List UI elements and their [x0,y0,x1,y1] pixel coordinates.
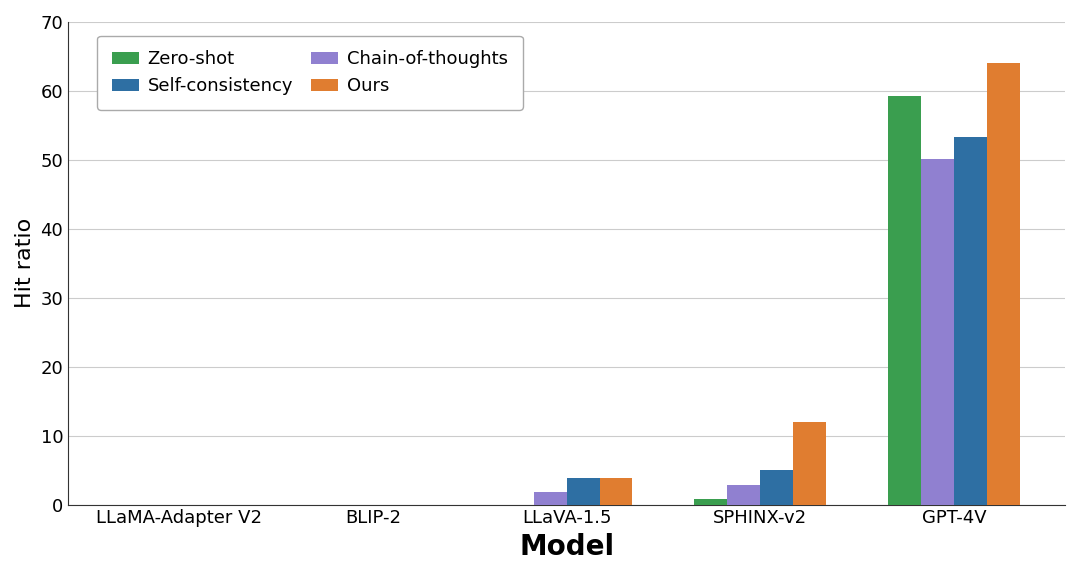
X-axis label: Model: Model [519,533,615,561]
Bar [987,63,1020,505]
Bar [694,499,727,505]
Bar [954,137,987,505]
Bar [599,479,633,505]
Bar [760,470,793,505]
Y-axis label: Hit ratio: Hit ratio [15,218,35,308]
Bar [567,479,599,505]
Bar [534,492,567,505]
Bar [727,485,760,505]
Legend: Zero-shot, Self-consistency, Chain-of-thoughts, Ours: Zero-shot, Self-consistency, Chain-of-th… [97,36,523,110]
Bar [888,96,921,505]
Bar [793,422,826,505]
Bar [921,158,954,505]
